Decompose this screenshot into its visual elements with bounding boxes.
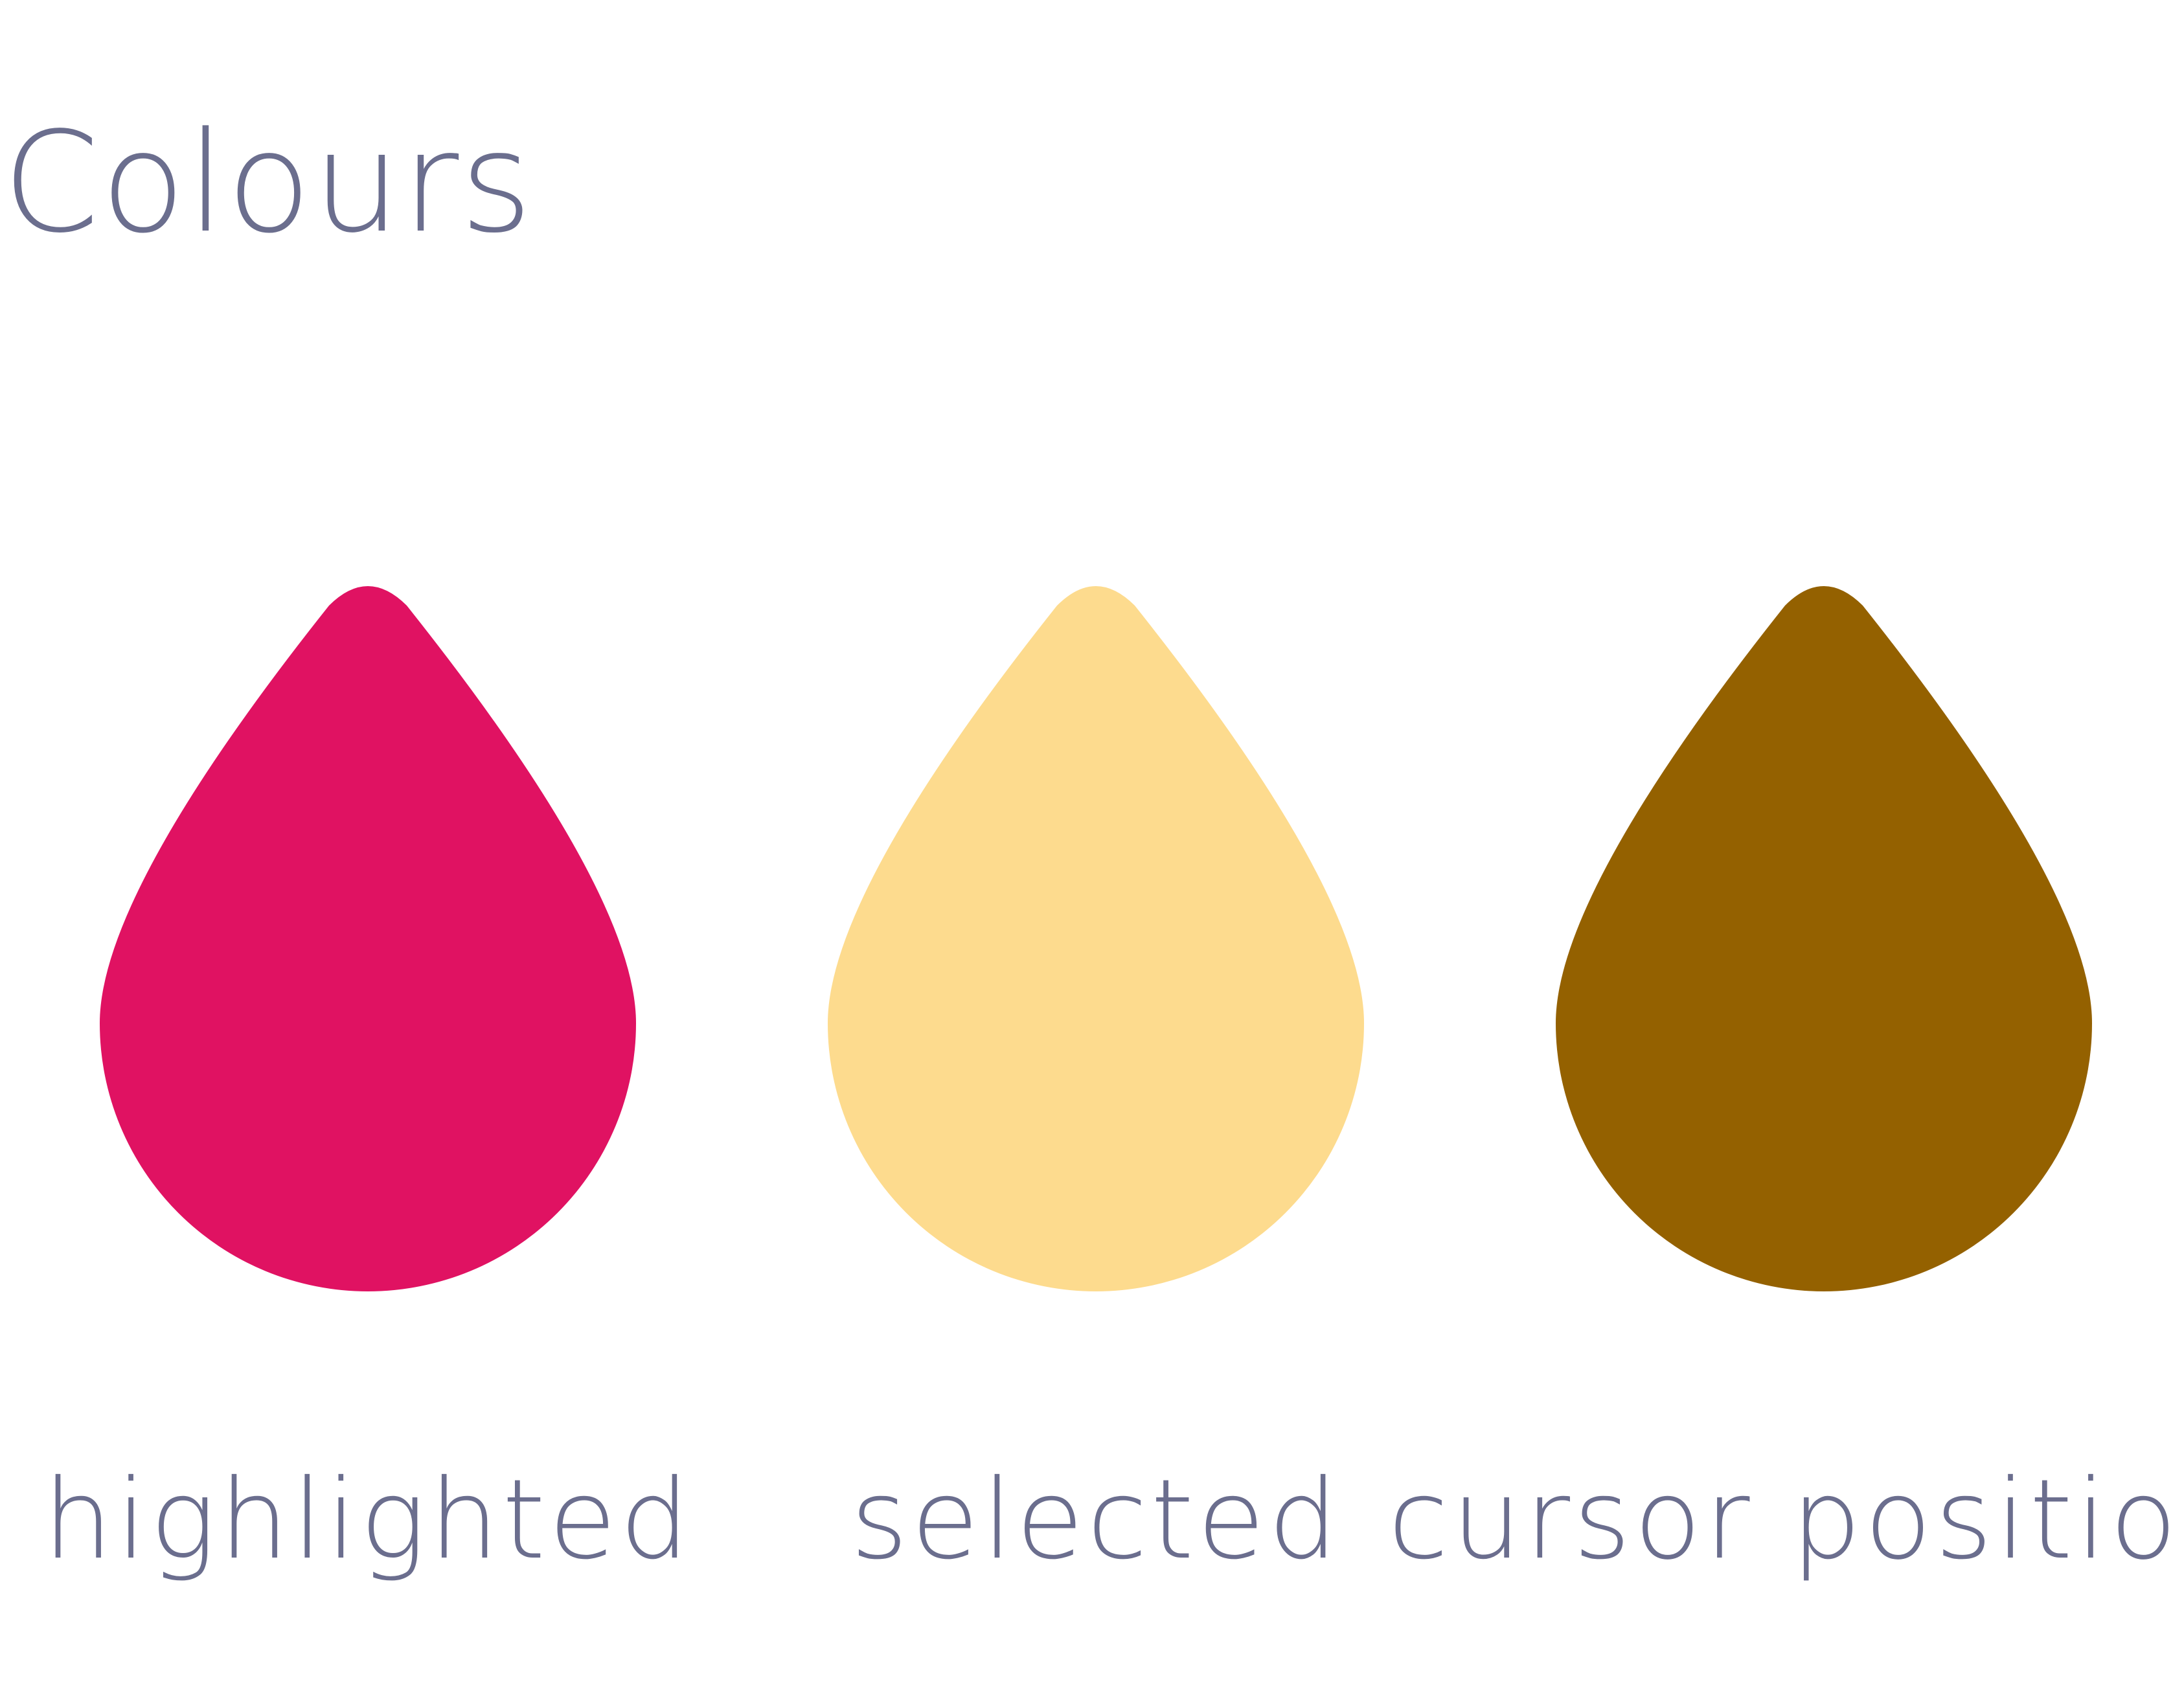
swatch-highlighted (96, 586, 640, 1292)
swatch-cursor-position (1552, 586, 2096, 1292)
swatch-label-cursor-position: cursor position (1388, 1456, 2184, 1584)
droplet-shape (100, 586, 636, 1291)
page-title: Colours (3, 102, 534, 264)
swatch-label-selected: selected (850, 1456, 1341, 1584)
droplet-icon (1556, 586, 2092, 1291)
droplet-icon (100, 586, 636, 1291)
swatch-label-highlighted: highlighted (43, 1456, 693, 1584)
droplet-icon (828, 586, 1364, 1291)
droplet-shape (828, 586, 1364, 1291)
droplet-shape (1556, 586, 2092, 1291)
swatch-selected (824, 586, 1368, 1292)
